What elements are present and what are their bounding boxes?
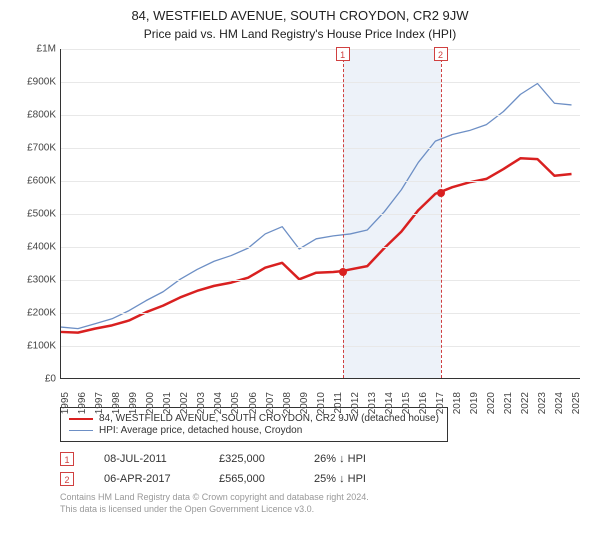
marker-number-box: 1 [336, 47, 350, 61]
chart-title: 84, WESTFIELD AVENUE, SOUTH CROYDON, CR2… [20, 8, 580, 23]
legend-label-blue: HPI: Average price, detached house, Croy… [99, 425, 302, 436]
grid-line [61, 214, 580, 215]
sale-price: £565,000 [219, 473, 284, 485]
grid-line [61, 181, 580, 182]
sale-hpi-diff: 25% ↓ HPI [314, 473, 394, 485]
footnote-line-2: This data is licensed under the Open Gov… [60, 504, 580, 516]
legend-row-red: 84, WESTFIELD AVENUE, SOUTH CROYDON, CR2… [69, 413, 439, 424]
sale-price: £325,000 [219, 453, 284, 465]
y-axis-tick-label: £700K [20, 143, 56, 154]
legend-swatch-blue [69, 430, 93, 431]
marker-vline [441, 49, 442, 378]
grid-line [61, 49, 580, 50]
y-axis-tick-label: £900K [20, 77, 56, 88]
legend-swatch-red [69, 418, 93, 420]
sale-marker-box: 1 [60, 452, 74, 466]
y-axis-tick-label: £800K [20, 110, 56, 121]
grid-line [61, 280, 580, 281]
chart-subtitle: Price paid vs. HM Land Registry's House … [20, 27, 580, 41]
sale-marker-box: 2 [60, 472, 74, 486]
sale-date: 08-JUL-2011 [104, 453, 189, 465]
y-axis-tick-label: £0 [20, 374, 56, 385]
grid-line [61, 115, 580, 116]
grid-line [61, 148, 580, 149]
y-axis-tick-label: £100K [20, 341, 56, 352]
y-axis-tick-label: £1M [20, 44, 56, 55]
y-axis-tick-label: £500K [20, 209, 56, 220]
footnote: Contains HM Land Registry data © Crown c… [60, 492, 580, 515]
series-line [61, 83, 572, 328]
sale-hpi-diff: 26% ↓ HPI [314, 453, 394, 465]
series-line [61, 158, 572, 332]
sale-records: 1 08-JUL-2011 £325,000 26% ↓ HPI 2 06-APR-201… [60, 452, 580, 486]
chart-area: 12 £0£100K£200K£300K£400K£500K£600K£700K… [20, 49, 580, 399]
grid-line [61, 346, 580, 347]
sale-record-row: 1 08-JUL-2011 £325,000 26% ↓ HPI [60, 452, 580, 466]
legend-row-blue: HPI: Average price, detached house, Croy… [69, 425, 439, 436]
y-axis-tick-label: £300K [20, 275, 56, 286]
y-axis-tick-label: £200K [20, 308, 56, 319]
legend-label-red: 84, WESTFIELD AVENUE, SOUTH CROYDON, CR2… [99, 413, 439, 424]
grid-line [61, 313, 580, 314]
plot: 12 [60, 49, 580, 379]
marker-vline [343, 49, 344, 378]
grid-line [61, 247, 580, 248]
marker-number-box: 2 [434, 47, 448, 61]
footnote-line-1: Contains HM Land Registry data © Crown c… [60, 492, 580, 504]
sale-data-point [437, 189, 445, 197]
sale-date: 06-APR-2017 [104, 473, 189, 485]
y-axis-tick-label: £400K [20, 242, 56, 253]
sale-data-point [339, 268, 347, 276]
y-axis-tick-label: £600K [20, 176, 56, 187]
sale-record-row: 2 06-APR-2017 £565,000 25% ↓ HPI [60, 472, 580, 486]
grid-line [61, 82, 580, 83]
